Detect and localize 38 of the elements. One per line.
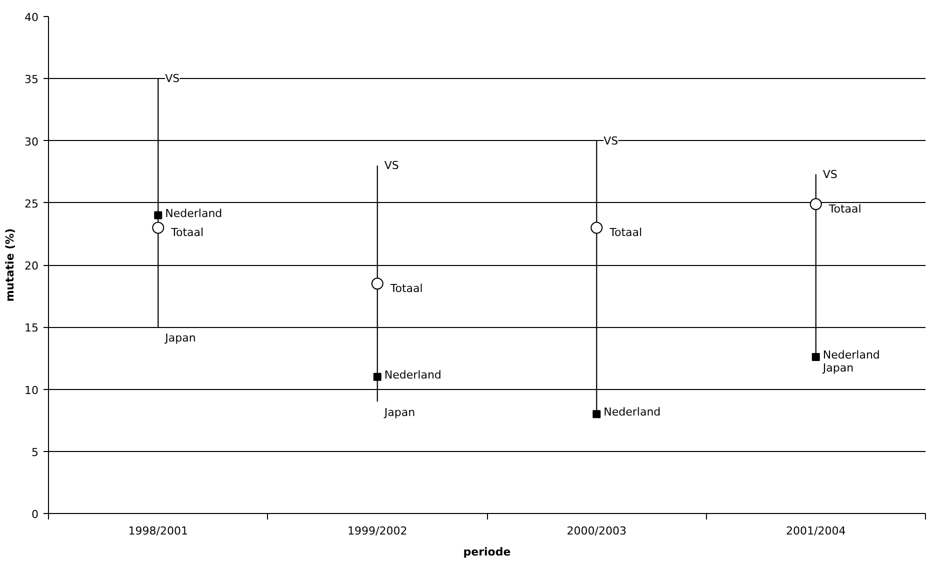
y-tick-label: 10 <box>24 384 39 397</box>
annotation: VS <box>604 134 618 148</box>
text: Nederland <box>604 406 661 419</box>
point <box>590 222 603 234</box>
point <box>373 372 382 381</box>
annotation: VS <box>822 168 838 181</box>
annotation: Japan <box>822 361 854 374</box>
annotation: Japan <box>383 406 416 420</box>
point <box>812 352 820 361</box>
y-tick-label: 0 <box>32 508 38 521</box>
y-tick-label: 5 <box>32 446 38 459</box>
point <box>152 222 164 234</box>
x-axis-title: periode <box>463 546 511 558</box>
y-tick-label: 40 <box>24 11 39 24</box>
y-tick-label: 15 <box>24 322 39 335</box>
y-tick-label: 30 <box>24 135 39 148</box>
y-tick-label: 20 <box>24 260 39 272</box>
text: Nederland <box>384 368 442 382</box>
text: Totaal <box>171 226 204 240</box>
y-axis-title: mutatie (%) <box>4 228 17 302</box>
text: Totaal <box>610 226 642 240</box>
annotation: Japan <box>164 332 196 345</box>
point <box>154 211 162 220</box>
x-tick-label: 1998/2001 <box>128 524 188 538</box>
annotation: VS <box>384 159 399 172</box>
y-tick-label: 35 <box>24 73 39 86</box>
x-tick-label: 1999/2002 <box>348 524 408 538</box>
point <box>810 198 822 210</box>
annotation: VS <box>165 72 180 86</box>
y-tick-label: 25 <box>24 197 39 210</box>
point <box>371 278 384 290</box>
x-tick-label: 2000/2003 <box>566 524 626 538</box>
series-label: Totaal <box>389 282 423 296</box>
point <box>592 410 601 418</box>
text: Totaal <box>828 202 862 216</box>
text: Nederland <box>822 348 880 362</box>
series-label: Nederland <box>165 206 222 220</box>
x-tick-label: 2001/2004 <box>786 524 846 538</box>
